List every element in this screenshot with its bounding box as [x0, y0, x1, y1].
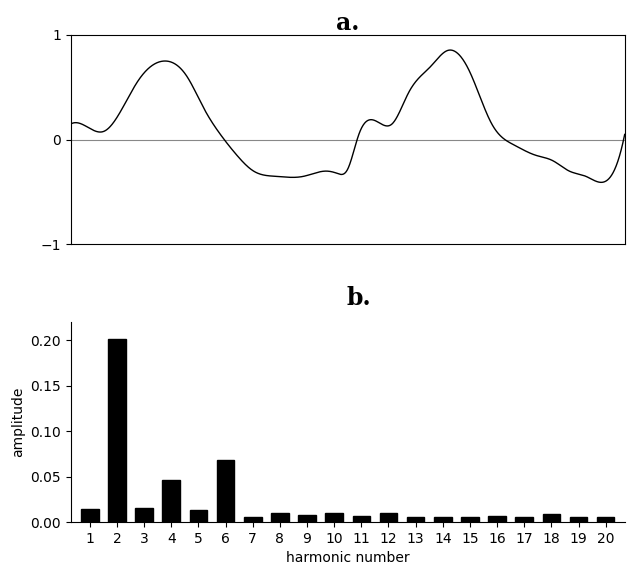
Bar [162, 480, 180, 522]
Bar [407, 517, 424, 522]
Bar [108, 339, 126, 522]
Bar [434, 517, 451, 522]
Bar [570, 517, 587, 522]
X-axis label: harmonic number: harmonic number [286, 551, 410, 566]
Bar [271, 513, 289, 522]
Bar [189, 510, 207, 522]
Bar [461, 517, 478, 522]
Bar [325, 513, 343, 522]
Y-axis label: amplitude: amplitude [11, 387, 25, 458]
Bar [542, 514, 560, 522]
Bar [217, 461, 234, 522]
Bar [380, 513, 397, 522]
Title: a.: a. [336, 11, 359, 35]
Bar [515, 517, 533, 522]
Bar [488, 516, 506, 522]
Text: b.: b. [346, 287, 371, 310]
Bar [244, 517, 261, 522]
Bar [81, 509, 99, 522]
Bar [352, 516, 370, 522]
Bar [298, 514, 316, 522]
Bar [597, 517, 614, 522]
Bar [135, 509, 153, 522]
